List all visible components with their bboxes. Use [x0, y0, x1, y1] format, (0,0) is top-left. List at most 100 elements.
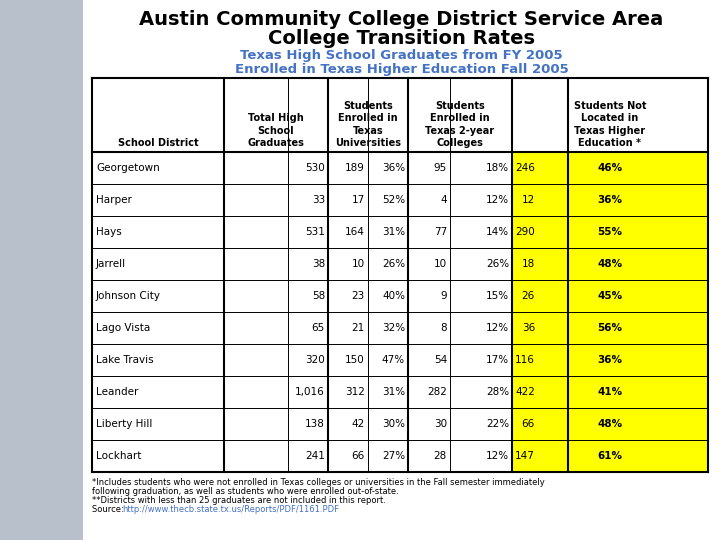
- Text: 530: 530: [305, 163, 325, 173]
- Text: 12: 12: [522, 195, 535, 205]
- Bar: [512, 152, 708, 184]
- Text: 189: 189: [345, 163, 365, 173]
- Text: 12%: 12%: [486, 451, 509, 461]
- Text: 290: 290: [516, 227, 535, 237]
- Text: 33: 33: [312, 195, 325, 205]
- Text: 282: 282: [427, 387, 447, 397]
- Text: 15%: 15%: [486, 291, 509, 301]
- Text: 8: 8: [441, 323, 447, 333]
- Text: 9: 9: [441, 291, 447, 301]
- Bar: [512, 344, 708, 376]
- Bar: [512, 376, 708, 408]
- Text: 14%: 14%: [486, 227, 509, 237]
- Text: 36%: 36%: [598, 195, 623, 205]
- Text: Lago Vista: Lago Vista: [96, 323, 150, 333]
- Text: 320: 320: [305, 355, 325, 365]
- Text: 17%: 17%: [486, 355, 509, 365]
- Text: 31%: 31%: [382, 227, 405, 237]
- Text: 40%: 40%: [382, 291, 405, 301]
- Bar: [512, 440, 708, 472]
- Text: 30%: 30%: [382, 419, 405, 429]
- Text: 312: 312: [345, 387, 365, 397]
- Text: Austin Community College District Service Area: Austin Community College District Servic…: [140, 10, 664, 29]
- Text: 1,016: 1,016: [295, 387, 325, 397]
- Text: 241: 241: [305, 451, 325, 461]
- Bar: [92, 78, 708, 472]
- Bar: [512, 184, 708, 216]
- Bar: [83, 0, 720, 540]
- Text: 42: 42: [352, 419, 365, 429]
- Text: 48%: 48%: [598, 419, 623, 429]
- Text: 38: 38: [312, 259, 325, 269]
- Bar: [512, 408, 708, 440]
- Bar: [512, 312, 708, 344]
- Text: 26%: 26%: [382, 259, 405, 269]
- Text: 21: 21: [352, 323, 365, 333]
- Text: 61%: 61%: [598, 451, 623, 461]
- Text: 41%: 41%: [598, 387, 623, 397]
- Text: Harper: Harper: [96, 195, 132, 205]
- Bar: [512, 248, 708, 280]
- Text: 10: 10: [434, 259, 447, 269]
- Text: Liberty Hill: Liberty Hill: [96, 419, 153, 429]
- Text: 54: 54: [433, 355, 447, 365]
- Text: Students Not
Located in
Texas Higher
Education *: Students Not Located in Texas Higher Edu…: [574, 101, 647, 148]
- Text: 23: 23: [352, 291, 365, 301]
- Text: 17: 17: [352, 195, 365, 205]
- Text: Leander: Leander: [96, 387, 138, 397]
- Text: 12%: 12%: [486, 323, 509, 333]
- Text: 32%: 32%: [382, 323, 405, 333]
- Text: *Includes students who were not enrolled in Texas colleges or universities in th: *Includes students who were not enrolled…: [92, 478, 545, 487]
- Text: 12%: 12%: [486, 195, 509, 205]
- Text: College Transition Rates: College Transition Rates: [268, 29, 535, 48]
- Text: 46%: 46%: [598, 163, 623, 173]
- Text: Jarrell: Jarrell: [96, 259, 126, 269]
- Text: 52%: 52%: [382, 195, 405, 205]
- Text: 18: 18: [522, 259, 535, 269]
- Text: Johnson City: Johnson City: [96, 291, 161, 301]
- Text: 36%: 36%: [598, 355, 623, 365]
- Text: 10: 10: [352, 259, 365, 269]
- Text: 65: 65: [312, 323, 325, 333]
- Text: http://www.thecb.state.tx.us/Reports/PDF/1161.PDF: http://www.thecb.state.tx.us/Reports/PDF…: [122, 505, 339, 514]
- Text: 55%: 55%: [598, 227, 623, 237]
- Text: Georgetown: Georgetown: [96, 163, 160, 173]
- Text: Total High
School
Graduates: Total High School Graduates: [248, 113, 305, 148]
- Text: 36: 36: [522, 323, 535, 333]
- Text: 18%: 18%: [486, 163, 509, 173]
- Text: 4: 4: [441, 195, 447, 205]
- Bar: [512, 280, 708, 312]
- Text: 66: 66: [352, 451, 365, 461]
- Text: 422: 422: [515, 387, 535, 397]
- Text: School District: School District: [117, 138, 198, 148]
- Text: 531: 531: [305, 227, 325, 237]
- Text: 22%: 22%: [486, 419, 509, 429]
- Text: 58: 58: [312, 291, 325, 301]
- Text: 66: 66: [522, 419, 535, 429]
- Text: 164: 164: [345, 227, 365, 237]
- Text: 45%: 45%: [598, 291, 623, 301]
- Text: 31%: 31%: [382, 387, 405, 397]
- Text: 27%: 27%: [382, 451, 405, 461]
- Text: Lake Travis: Lake Travis: [96, 355, 153, 365]
- Text: Enrolled in Texas Higher Education Fall 2005: Enrolled in Texas Higher Education Fall …: [235, 63, 568, 76]
- Text: Source:: Source:: [92, 505, 129, 514]
- Text: Hays: Hays: [96, 227, 122, 237]
- Text: 56%: 56%: [598, 323, 623, 333]
- Text: **Districts with less than 25 graduates are not included in this report.: **Districts with less than 25 graduates …: [92, 496, 386, 505]
- Text: Students
Enrolled in
Texas
Universities: Students Enrolled in Texas Universities: [335, 101, 401, 148]
- Text: 30: 30: [434, 419, 447, 429]
- Text: Texas High School Graduates from FY 2005: Texas High School Graduates from FY 2005: [240, 49, 563, 62]
- Text: 26: 26: [522, 291, 535, 301]
- Text: 28: 28: [433, 451, 447, 461]
- Text: Students
Enrolled in
Texas 2-year
Colleges: Students Enrolled in Texas 2-year Colleg…: [426, 101, 495, 148]
- Text: 47%: 47%: [382, 355, 405, 365]
- Text: Lockhart: Lockhart: [96, 451, 141, 461]
- Text: 26%: 26%: [486, 259, 509, 269]
- Text: 150: 150: [346, 355, 365, 365]
- Text: following graduation, as well as students who were enrolled out-of-state.: following graduation, as well as student…: [92, 487, 399, 496]
- Text: 95: 95: [433, 163, 447, 173]
- Bar: [512, 216, 708, 248]
- Text: 77: 77: [433, 227, 447, 237]
- Text: 138: 138: [305, 419, 325, 429]
